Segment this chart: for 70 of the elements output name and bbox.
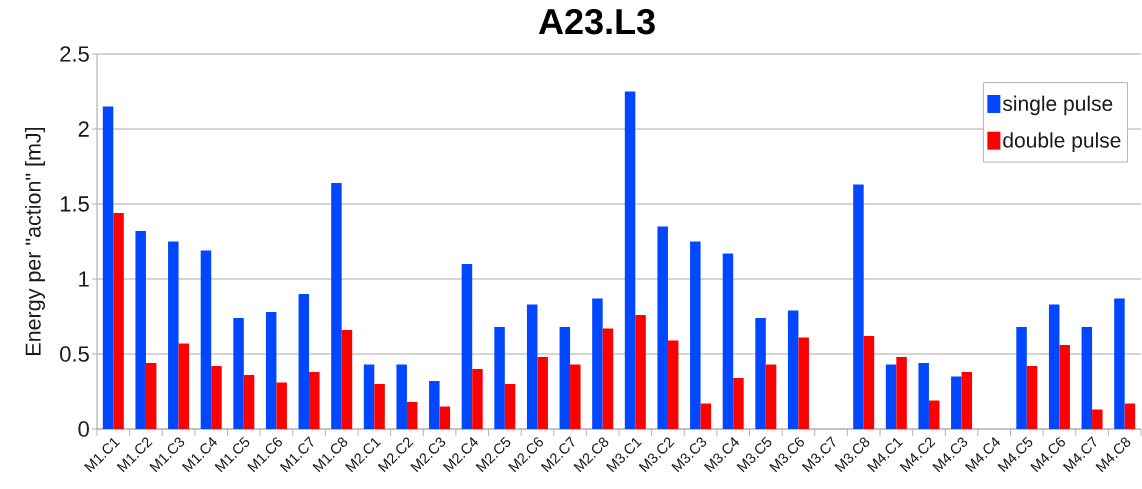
bar — [592, 298, 603, 429]
y-axis-title: Energy per "action" [mJ] — [24, 127, 46, 355]
bar — [331, 183, 342, 429]
bar — [135, 231, 146, 429]
bar — [396, 364, 407, 429]
bar — [504, 384, 516, 429]
legend-label: single pulse — [1002, 95, 1113, 116]
bar — [765, 364, 777, 429]
bar — [667, 340, 679, 429]
bar — [200, 250, 212, 429]
y-tick-label: 0.5 — [60, 346, 89, 362]
bar — [461, 264, 473, 429]
bar — [145, 363, 157, 429]
bar — [896, 357, 907, 429]
bar — [885, 364, 897, 429]
bar — [526, 304, 538, 429]
bar — [1124, 403, 1136, 429]
bar — [624, 91, 636, 429]
bar — [928, 400, 940, 429]
bar — [276, 382, 287, 429]
bar — [559, 327, 571, 429]
bar — [1016, 327, 1027, 429]
bar — [211, 366, 222, 429]
bar — [429, 381, 440, 429]
bar — [168, 241, 179, 429]
bar — [787, 310, 799, 429]
bar — [1026, 366, 1038, 429]
bar — [406, 402, 418, 429]
bar — [755, 318, 766, 429]
bar — [298, 294, 310, 429]
bar — [113, 213, 124, 429]
bar — [341, 330, 353, 429]
bar — [178, 343, 190, 429]
bar — [951, 376, 962, 429]
bar — [537, 357, 548, 429]
bar — [309, 372, 320, 429]
bar — [233, 318, 244, 429]
bar — [363, 364, 375, 429]
bar — [961, 372, 973, 429]
y-tick-label: 1.5 — [60, 196, 89, 212]
bar — [102, 106, 114, 429]
chart-title: A23.L3 — [538, 8, 655, 35]
bar — [1048, 304, 1060, 429]
bar — [439, 406, 451, 429]
bar — [635, 315, 646, 429]
bar — [243, 375, 255, 429]
bar — [602, 328, 614, 429]
bar — [265, 312, 277, 429]
y-tick-label: 2 — [78, 121, 89, 137]
bar — [863, 336, 875, 429]
bar — [570, 364, 581, 429]
bar — [700, 403, 712, 429]
bar — [1092, 409, 1103, 429]
bar — [1114, 298, 1125, 429]
y-tick-label: 2.5 — [60, 46, 89, 62]
bar — [1081, 327, 1093, 429]
bar — [657, 226, 668, 429]
bar — [374, 384, 385, 429]
bar — [798, 337, 809, 429]
bar — [690, 241, 701, 429]
y-tick-label: 0 — [78, 421, 89, 437]
y-tick-label: 1 — [79, 271, 89, 287]
legend-label: double pulse — [1003, 132, 1121, 152]
bar — [472, 369, 483, 429]
bar — [853, 184, 864, 429]
bar — [722, 253, 734, 429]
bar — [733, 378, 744, 429]
bar — [918, 363, 929, 429]
bar — [494, 327, 505, 429]
bar — [1059, 345, 1070, 429]
